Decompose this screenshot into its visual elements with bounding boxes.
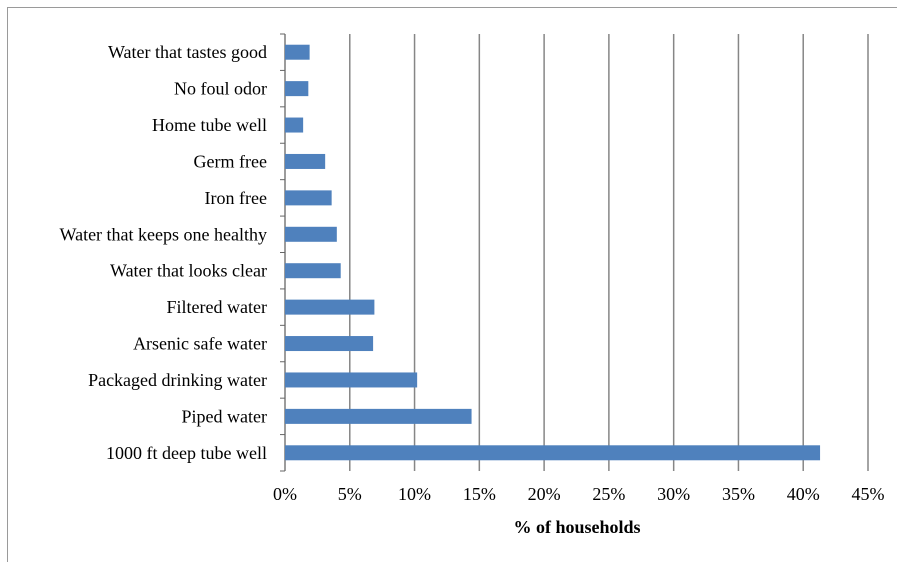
category-label: Filtered water	[167, 297, 267, 317]
x-tick-labels: 0% 5% 10% 15% 20% 25% 30% 35% 40% 45%	[273, 484, 885, 504]
bars	[285, 44, 821, 461]
bar	[285, 299, 375, 315]
category-label: Arsenic safe water	[133, 334, 267, 354]
bar	[285, 117, 304, 133]
bar	[285, 336, 374, 352]
x-tick-label: 30%	[657, 484, 690, 504]
bar	[285, 190, 332, 206]
x-tick-label: 5%	[338, 484, 362, 504]
x-tick-label: 45%	[852, 484, 885, 504]
category-label: Germ free	[194, 151, 267, 171]
category-label: Water that tastes good	[108, 42, 267, 62]
bar	[285, 372, 418, 388]
bar	[285, 81, 309, 97]
x-tick-label: 40%	[787, 484, 820, 504]
category-label: Iron free	[205, 188, 267, 208]
category-label: Home tube well	[152, 115, 267, 135]
x-tick-label: 35%	[722, 484, 755, 504]
bar	[285, 153, 326, 169]
category-label: Water that looks clear	[110, 261, 267, 281]
chart-frame	[7, 7, 897, 562]
category-label: Water that keeps one healthy	[60, 224, 267, 244]
x-axis-title: % of households	[513, 517, 640, 537]
x-tick-label: 15%	[463, 484, 496, 504]
x-tick-label: 20%	[528, 484, 561, 504]
category-label: Packaged drinking water	[88, 370, 267, 390]
x-tick-label: 0%	[273, 484, 297, 504]
category-labels: Water that tastes good No foul odor Home t…	[60, 42, 267, 463]
bar	[285, 445, 821, 461]
bar	[285, 408, 472, 424]
bar	[285, 44, 310, 60]
bar	[285, 263, 341, 279]
category-label: No foul odor	[174, 79, 267, 99]
gridlines	[280, 33, 869, 472]
category-label: Piped water	[182, 406, 267, 426]
x-tick-label: 10%	[398, 484, 431, 504]
bar	[285, 226, 337, 242]
x-tick-label: 25%	[592, 484, 625, 504]
category-label: 1000 ft deep tube well	[106, 443, 267, 463]
